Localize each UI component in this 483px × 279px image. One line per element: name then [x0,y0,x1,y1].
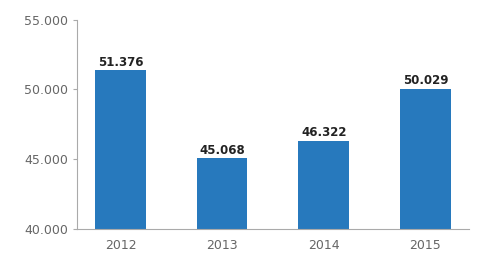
Text: 51.376: 51.376 [98,56,143,69]
Text: 50.029: 50.029 [402,74,448,88]
Bar [95,70,146,279]
Bar [197,158,247,279]
Bar [400,89,451,279]
Text: 46.322: 46.322 [301,126,346,139]
Text: 45.068: 45.068 [199,144,245,157]
Bar [298,141,349,279]
